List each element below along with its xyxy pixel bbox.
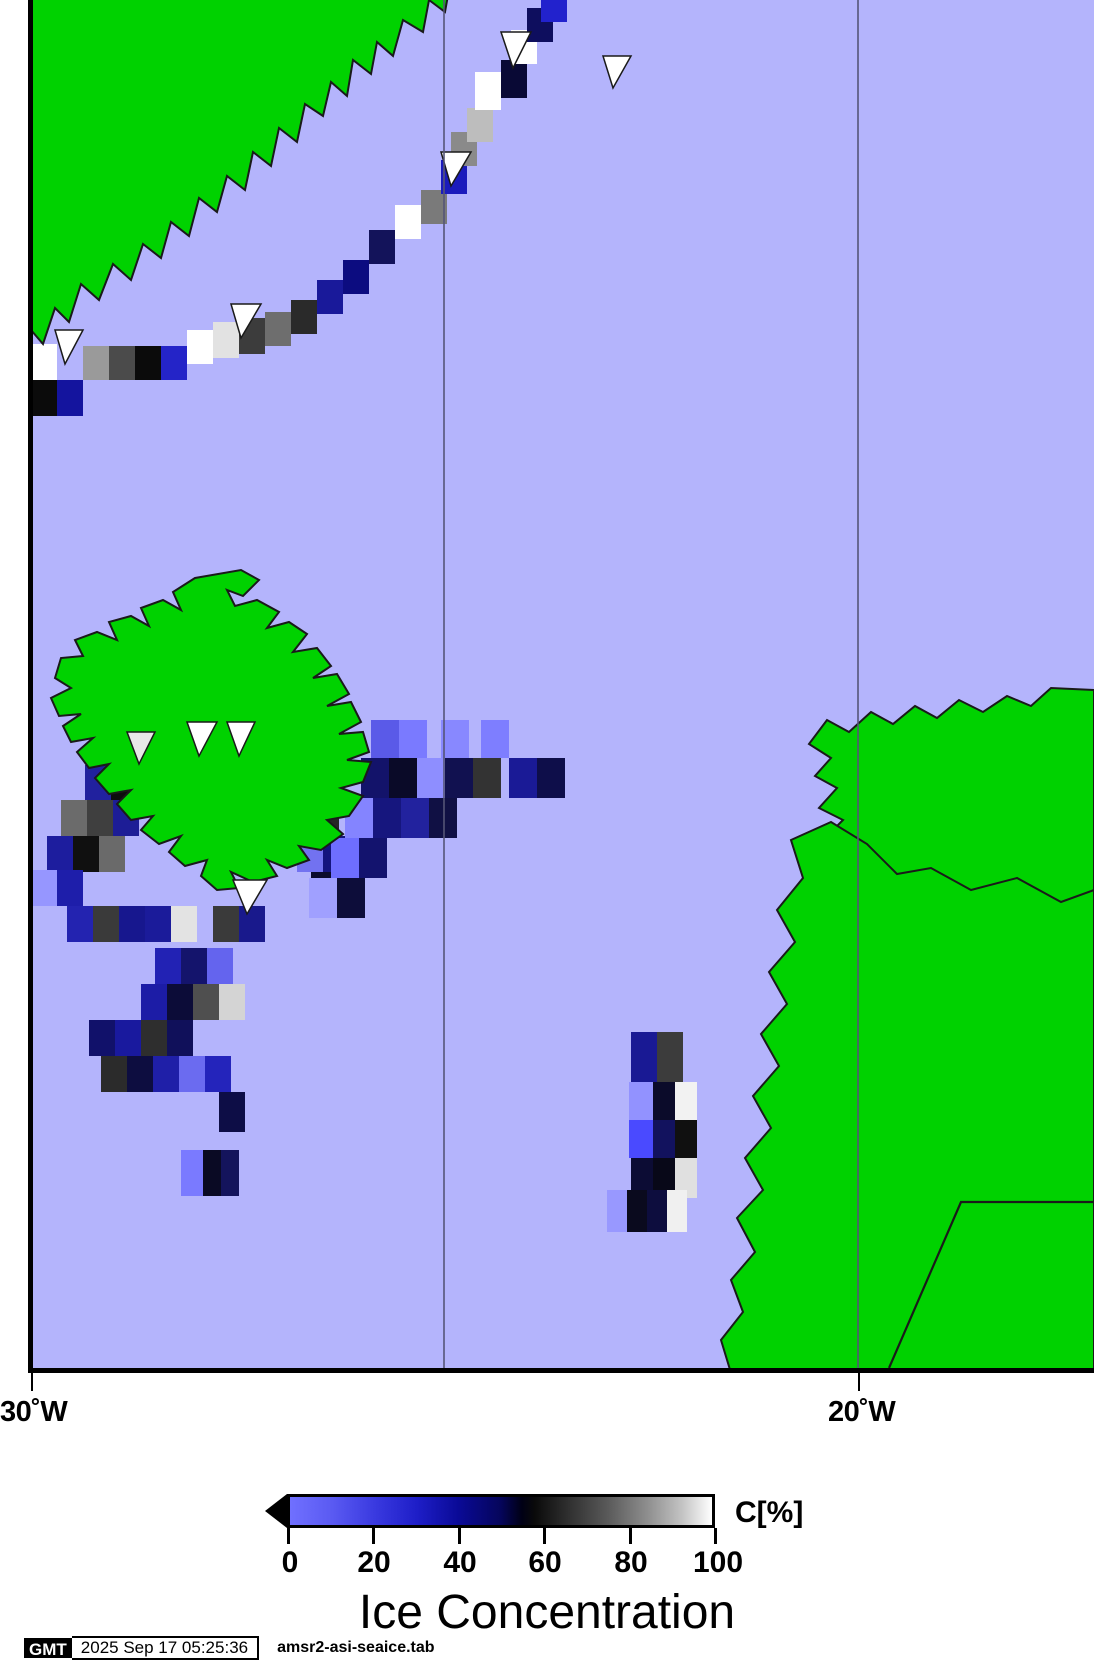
colorbar-tick-20	[372, 1528, 375, 1544]
colorbar-label-0: 0	[281, 1546, 299, 1579]
map-frame-left	[28, 0, 33, 1373]
footer-timestamp: 2025 Sep 17 05:25:36	[71, 1636, 260, 1660]
colorbar-ramp	[287, 1494, 715, 1528]
colorbar-tick-60	[543, 1528, 546, 1544]
colorbar-label-40: 40	[443, 1546, 477, 1579]
colorbar-tick-100	[714, 1528, 717, 1544]
colorbar-legend: 0 20 40 60 80 100 C[%] Ice Concentration	[0, 1470, 1094, 1670]
greenland-fjord-notches	[53, 31, 633, 366]
colorbar-label-80: 80	[614, 1546, 648, 1579]
east-landmass-extra	[719, 820, 1094, 1373]
xtick-20w	[858, 1373, 860, 1391]
colorbar-tick-0	[287, 1528, 290, 1544]
footer-filename: amsr2-asi-seaice.tab	[277, 1639, 435, 1656]
xtick-label-20w: 20˚W	[828, 1396, 896, 1428]
colorbar-label-100: 100	[692, 1546, 744, 1579]
map-frame-bottom	[31, 1368, 1094, 1373]
xtick-label-30w: 30˚W	[0, 1396, 68, 1428]
colorbar-label-20: 20	[357, 1546, 391, 1579]
greenland-landmass	[31, 0, 449, 346]
colorbar-tick-40	[458, 1528, 461, 1544]
colorbar-label-60: 60	[528, 1546, 562, 1579]
ice-cells-greenland-margin	[31, 0, 567, 416]
gmt-logo: GMT	[24, 1638, 72, 1659]
colorbar-gradient	[290, 1497, 712, 1525]
glacier-outline	[887, 1200, 1094, 1369]
colorbar-low-triangle	[265, 1494, 287, 1528]
colorbar-unit-label: C[%]	[735, 1496, 804, 1529]
colorbar[interactable]	[265, 1492, 715, 1530]
footer-bar: GMT 2025 Sep 17 05:25:36 amsr2-asi-seaic…	[24, 1636, 435, 1660]
ice-cells-southeast	[607, 1032, 697, 1232]
map-raster	[31, 0, 1094, 1373]
iceland-coast-notches	[125, 721, 269, 916]
xtick-30w	[31, 1373, 33, 1391]
colorbar-tick-80	[629, 1528, 632, 1544]
map-plot-area[interactable]	[31, 0, 1094, 1373]
colorbar-title: Ice Concentration	[358, 1586, 736, 1639]
sea-ice-map: 30˚W 20˚W	[0, 0, 1094, 1428]
